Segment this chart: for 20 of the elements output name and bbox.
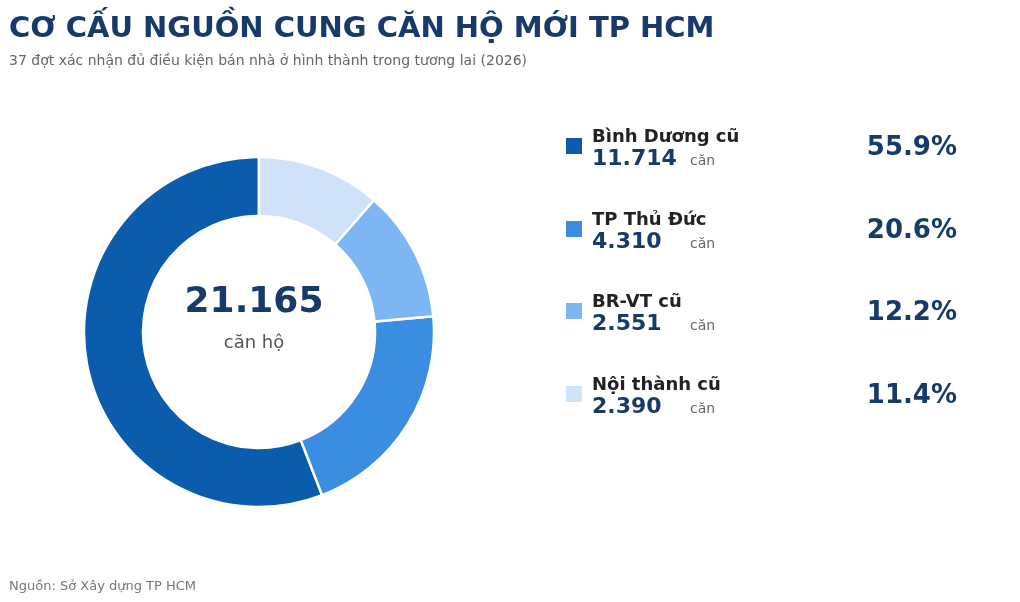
text: căn — [690, 152, 716, 168]
text: 11.4% — [866, 379, 957, 410]
text: căn — [690, 400, 716, 417]
legend-label: Nội thành cũ — [592, 373, 721, 395]
text: căn — [690, 317, 716, 334]
text: 55.9% — [866, 131, 957, 161]
data-label: 2.551 — [592, 310, 662, 336]
legend-label: BR-VT cũ — [592, 290, 682, 312]
data-label: 11.714 — [592, 145, 677, 170]
data-label: 4.310 — [592, 227, 662, 253]
legend-label: TP Thủ Đức — [592, 207, 707, 229]
chart-subtitle: 37 đợt xác nhận đủ điều kiện bán nhà ở hình thành trong tương lai (2026) — [9, 52, 528, 68]
data-label: 2.390 — [592, 393, 662, 419]
text: căn hộ — [222, 331, 286, 352]
text: 12.2% — [866, 296, 957, 327]
text: 20.6% — [866, 213, 957, 244]
legend-label: Bình Dương cũ — [592, 125, 740, 146]
text: căn — [690, 234, 716, 251]
text: 21.165 — [183, 279, 325, 320]
text: Nguồn: Sở Xây dựng TP HCM — [9, 578, 197, 593]
